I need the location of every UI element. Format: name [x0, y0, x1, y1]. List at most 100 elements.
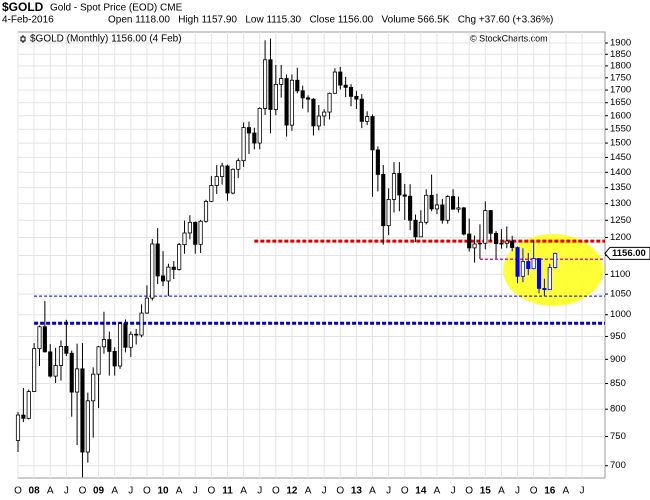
candle-body: [42, 326, 47, 353]
y-tick-label: 1550: [610, 124, 631, 135]
candle-body: [177, 244, 182, 270]
candle-body: [21, 414, 26, 419]
x-tick-label: A: [240, 486, 247, 497]
x-tick-label: 09: [93, 486, 105, 497]
y-tick-label: 1000: [610, 309, 631, 320]
y-tick-label: 700: [610, 460, 626, 471]
y-tick-label: 1350: [610, 182, 631, 193]
symbol: $GOLD: [2, 0, 44, 14]
candle-body: [75, 368, 80, 393]
candle-body: [553, 252, 558, 268]
candle-body: [193, 221, 198, 245]
y-tick-label: 1300: [610, 198, 631, 209]
x-tick-label: A: [111, 486, 118, 497]
legend-icon: [20, 36, 26, 42]
candle-body: [26, 391, 31, 419]
y-tick-label: 1700: [610, 85, 631, 96]
candle-body: [348, 86, 354, 97]
candle-body: [230, 168, 235, 194]
candle-body: [96, 346, 101, 375]
x-tick-label: 15: [480, 486, 492, 497]
candle-body: [107, 339, 112, 352]
candle-body: [526, 261, 531, 270]
y-tick-label: 850: [610, 378, 626, 389]
y-tick-label: 1500: [610, 138, 631, 149]
x-tick-label: A: [498, 486, 505, 497]
x-tick-label: J: [64, 486, 69, 497]
candle-body: [279, 78, 284, 85]
candle-body: [225, 165, 230, 194]
x-tick-label: J: [386, 486, 391, 497]
candle-body: [85, 400, 90, 453]
x-tick-label: J: [580, 486, 585, 497]
candle-body: [263, 59, 268, 109]
candle-body: [257, 108, 262, 144]
x-tick-label: J: [257, 486, 262, 497]
candle-body: [144, 297, 149, 314]
x-tick-label: A: [369, 486, 376, 497]
x-tick-label: 11: [222, 486, 233, 497]
candle-body: [316, 115, 321, 127]
candle-body: [467, 233, 472, 249]
price-marker: [604, 246, 650, 260]
candle-body: [451, 196, 456, 210]
y-tick-label: 1050: [610, 289, 631, 300]
x-tick-label: O: [272, 486, 280, 497]
candle-body: [531, 258, 536, 270]
candle-body: [520, 261, 525, 277]
candle-body: [391, 173, 397, 200]
x-tick-label: 14: [415, 486, 427, 497]
candle-body: [510, 240, 515, 248]
x-tick-label: J: [322, 486, 327, 497]
candle-body: [483, 210, 488, 244]
candle-body: [198, 220, 203, 245]
y-tick-label: 900: [610, 354, 626, 365]
candle-body: [397, 173, 402, 196]
candle-body: [343, 84, 348, 88]
y-tick-label: 1600: [610, 110, 631, 121]
candle-body: [402, 194, 407, 197]
candle-body: [322, 111, 327, 117]
candle-body: [32, 348, 37, 392]
candle-body: [359, 98, 364, 122]
highlight-ellipse: [503, 234, 603, 306]
legend-text: $GOLD (Monthly) 1156.00 (4 Feb): [30, 34, 182, 45]
candle-body: [117, 323, 123, 367]
x-tick-label: J: [193, 486, 198, 497]
candle-body: [477, 242, 483, 245]
candle-body: [252, 132, 257, 144]
candle-body: [246, 127, 252, 134]
candle-body: [209, 185, 214, 202]
candle-body: [112, 351, 117, 367]
x-tick-label: A: [176, 486, 183, 497]
candle-body: [236, 160, 241, 170]
candle-body: [461, 207, 466, 235]
candle-body: [365, 116, 370, 122]
y-tick-label: 1900: [610, 38, 631, 49]
candle-body: [456, 207, 461, 210]
x-tick-label: 13: [351, 486, 363, 497]
candle-body: [445, 196, 450, 221]
x-tick-label: J: [128, 486, 133, 497]
x-tick-label: 16: [544, 486, 556, 497]
candle-body: [64, 345, 69, 354]
candle-body: [413, 219, 418, 238]
candle-body: [386, 199, 391, 227]
x-tick-label: O: [465, 486, 473, 497]
candle-body: [488, 210, 493, 234]
candle-body: [327, 92, 332, 113]
y-tick-label: 750: [610, 431, 626, 442]
legend: $GOLD (Monthly) 1156.00 (4 Feb): [20, 34, 182, 45]
candle-body: [434, 204, 440, 210]
candle-body: [139, 312, 144, 336]
candle-body: [166, 266, 171, 282]
quote: Open 1118.00 High 1157.90 Low 1115.30 Cl…: [108, 15, 553, 26]
candle-body: [472, 243, 477, 249]
candle-body: [504, 240, 509, 244]
x-tick-label: O: [207, 486, 215, 497]
x-tick-label: A: [305, 486, 312, 497]
candle-body: [418, 221, 423, 238]
x-tick-label: J: [451, 486, 456, 497]
candle-body: [155, 243, 160, 277]
